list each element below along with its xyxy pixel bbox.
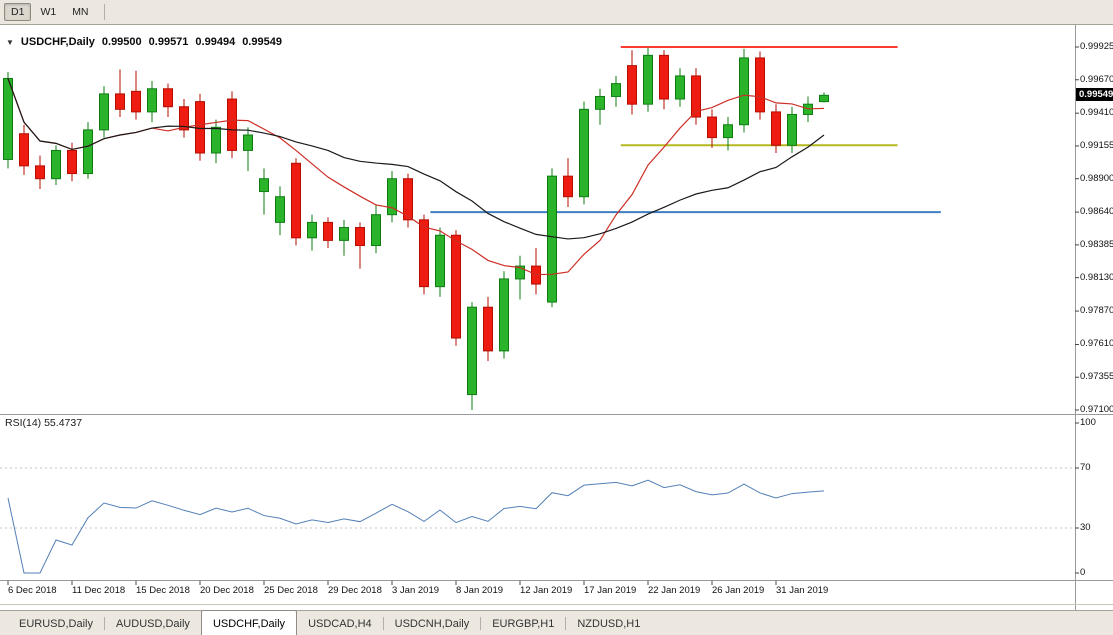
tab-separator xyxy=(382,616,384,630)
symbol-marker-icon: ▼ xyxy=(6,37,14,47)
tab-usdcad-h4[interactable]: USDCAD,H4 xyxy=(297,611,383,635)
tab-label: AUDUSD,Daily xyxy=(115,617,190,630)
ohlc-low-value: 0.99494 xyxy=(195,36,236,48)
axis-label: 70 xyxy=(1080,462,1091,473)
date-axis-label: 22 Jan 2019 xyxy=(648,585,701,596)
date-axis-label: 29 Dec 2018 xyxy=(328,585,382,596)
axis-label: 0.99410 xyxy=(1080,107,1113,119)
date-axis-label: 11 Dec 2018 xyxy=(72,585,126,596)
tab-label: NZDUSD,H1 xyxy=(577,617,641,630)
tab-usdcnh-daily[interactable]: USDCNH,Daily xyxy=(384,611,481,635)
date-axis-label: 26 Jan 2019 xyxy=(712,585,765,596)
axis-label: 0.97355 xyxy=(1080,371,1113,383)
tab-separator xyxy=(565,616,567,630)
chart-symbol-label: USDCHF,Daily xyxy=(20,36,95,48)
axis-label: 0.98640 xyxy=(1080,206,1113,218)
date-axis-label: 31 Jan 2019 xyxy=(776,585,829,596)
tab-audusd-daily[interactable]: AUDUSD,Daily xyxy=(105,611,201,635)
axis-label: 0.97870 xyxy=(1080,305,1113,317)
date-axis-label: 12 Jan 2019 xyxy=(520,585,573,596)
date-axis-label: 6 Dec 2018 xyxy=(8,585,57,596)
axis-label: 0.98130 xyxy=(1080,271,1113,283)
date-axis-label: 3 Jan 2019 xyxy=(392,585,440,596)
tab-eurusd-daily[interactable]: EURUSD,Daily xyxy=(8,611,104,635)
axis-label: 30 xyxy=(1080,522,1091,533)
timeframe-button-d1[interactable]: D1 xyxy=(4,3,32,21)
tab-separator xyxy=(103,616,105,630)
date-axis-label: 25 Dec 2018 xyxy=(264,585,318,596)
tab-label: USDCNH,Daily xyxy=(394,617,470,630)
date-axis-label: 20 Dec 2018 xyxy=(200,585,254,596)
axis-label: 0.99670 xyxy=(1080,73,1113,85)
timeframe-toolbar: D1 W1 MN xyxy=(0,0,1113,25)
tab-label: EURGBP,H1 xyxy=(492,617,555,630)
tab-eurgbp-h1[interactable]: EURGBP,H1 xyxy=(481,611,565,635)
date-axis-label: 15 Dec 2018 xyxy=(136,585,190,596)
timeframe-button-mn[interactable]: MN xyxy=(72,6,89,18)
ohlc-open-value: 0.99500 xyxy=(101,36,142,48)
axis-label: 0.98900 xyxy=(1080,172,1113,184)
axis-label: 100 xyxy=(1080,417,1096,428)
chart-header: ▼ USDCHF,Daily 0.99500 0.99571 0.99494 0… xyxy=(6,36,282,48)
price-axis[interactable]: 0.99925 0.99670 0.99410 0.99155 0.98900 0.986… xyxy=(1075,0,1113,635)
toolbar-separator xyxy=(103,4,105,20)
axis-label: 0.97100 xyxy=(1080,404,1113,415)
tab-label: USDCHF,Daily xyxy=(212,617,286,630)
rsi-indicator-label: RSI(14) 55.4737 xyxy=(5,417,83,429)
axis-label: 0.99925 xyxy=(1080,41,1113,52)
axis-label: 0.97610 xyxy=(1080,338,1113,350)
tab-label: EURUSD,Daily xyxy=(19,617,93,630)
timeframe-button-w1[interactable]: W1 xyxy=(40,6,57,18)
tab-nzdusd-h1[interactable]: NZDUSD,H1 xyxy=(566,611,651,635)
tab-label: USDCAD,H4 xyxy=(308,617,372,630)
tab-usdchf-daily[interactable]: USDCHF,Daily xyxy=(200,610,298,635)
date-axis[interactable]: 6 Dec 2018 11 Dec 2018 15 Dec 2018 20 Dec 2… xyxy=(0,583,1075,601)
axis-label: 0.99155 xyxy=(1080,139,1113,151)
symbol-tab-bar: EURUSD,Daily AUDUSD,Daily USDCHF,Daily U… xyxy=(0,610,1113,635)
date-axis-label: 8 Jan 2019 xyxy=(456,585,504,596)
current-price-badge: 0.99549 xyxy=(1076,88,1113,102)
axis-label: 0.98385 xyxy=(1080,238,1113,250)
ohlc-close-value: 0.99549 xyxy=(242,36,282,48)
ohlc-high-value: 0.99571 xyxy=(148,36,189,48)
tab-separator xyxy=(480,616,482,630)
date-axis-label: 17 Jan 2019 xyxy=(584,585,637,596)
axis-label: 0 xyxy=(1080,567,1086,578)
